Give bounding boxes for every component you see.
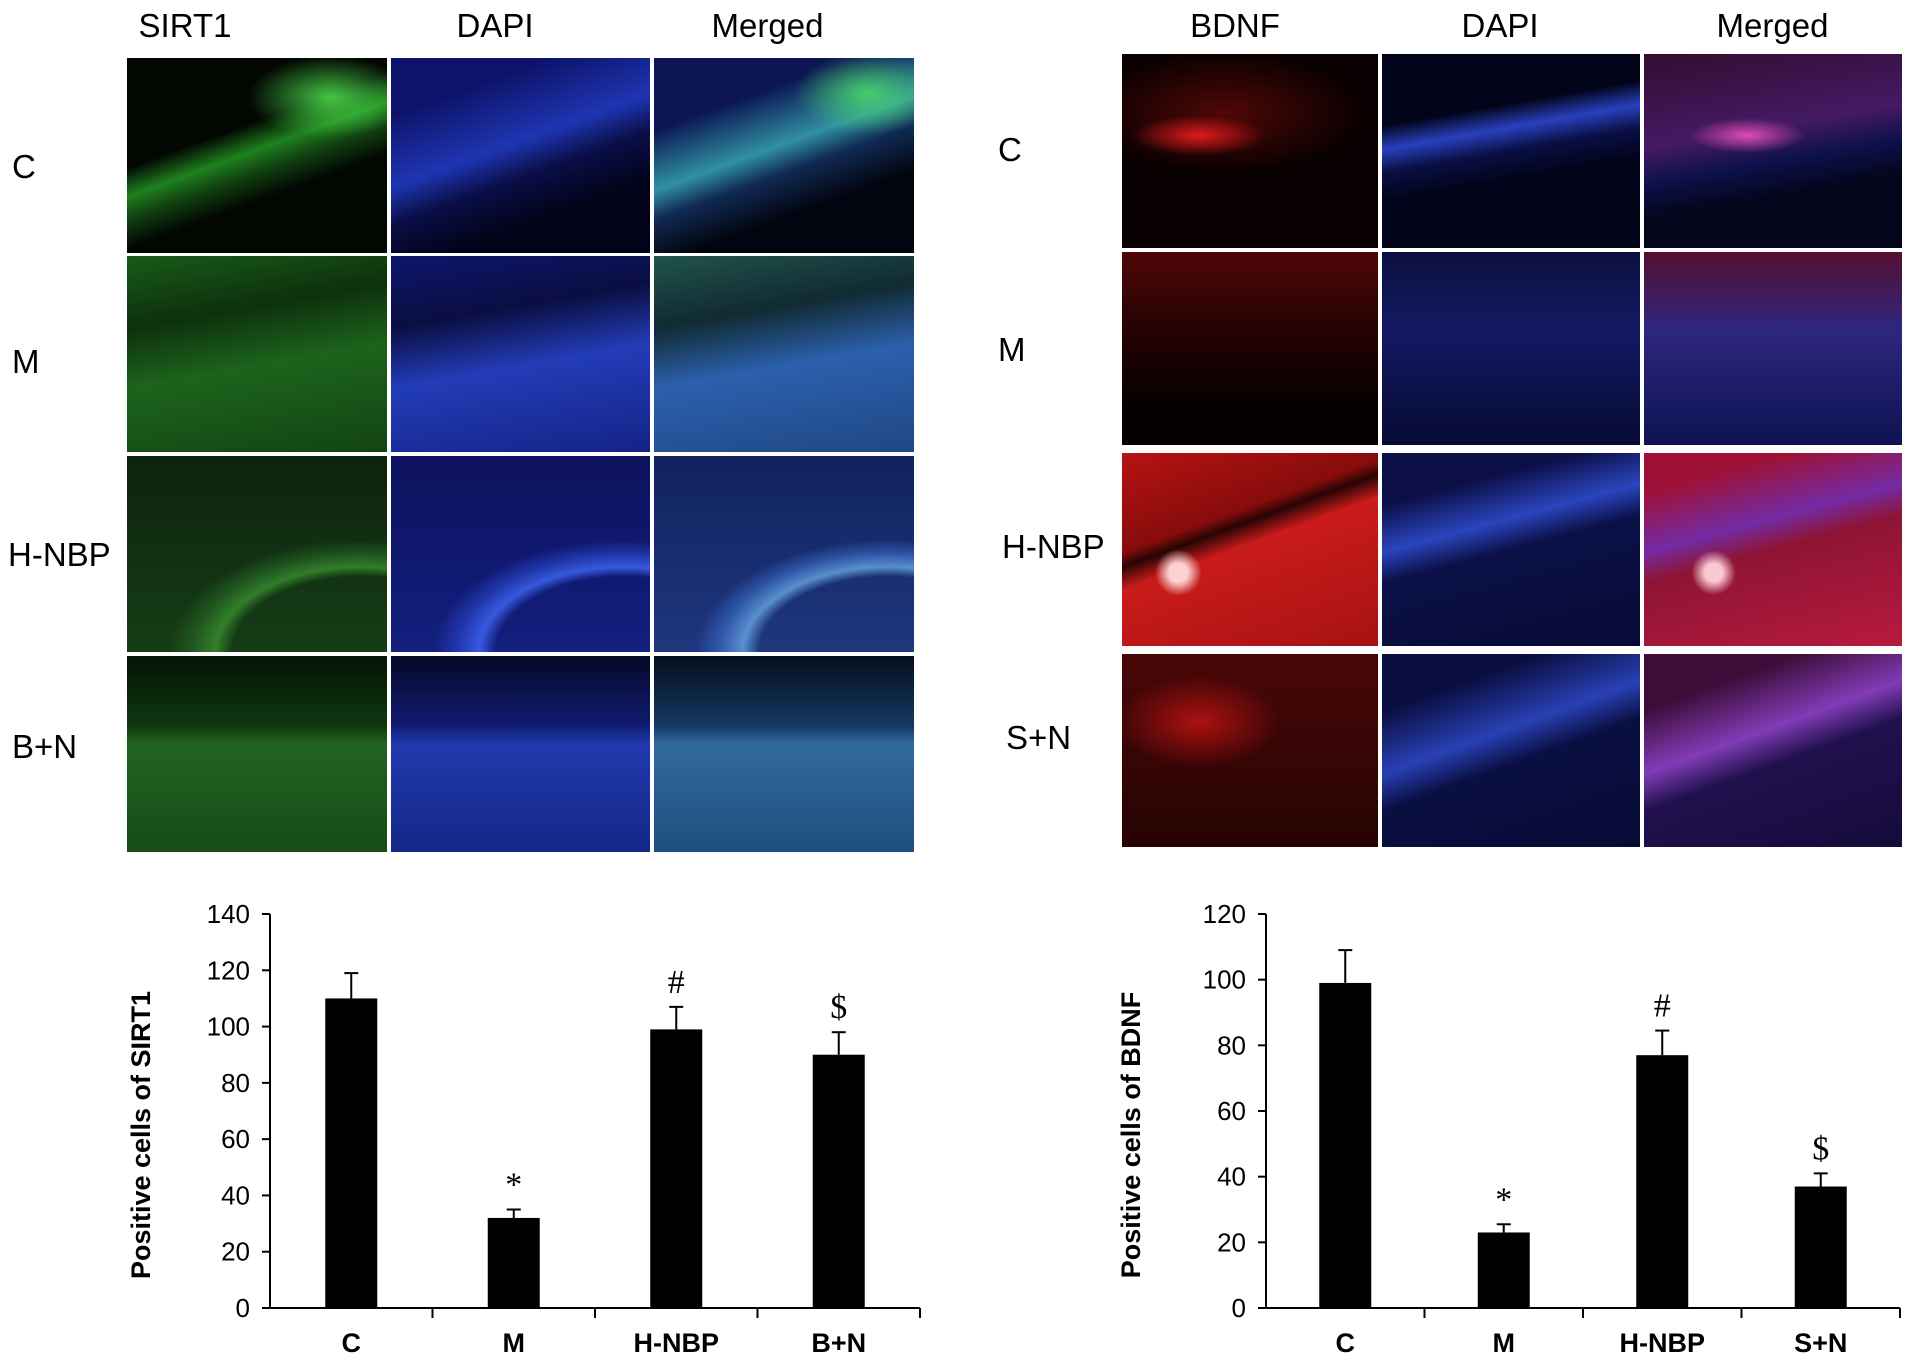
row-label-b-n: B+N [12,728,78,765]
bar [1794,1186,1847,1308]
category-label: C [1336,1328,1356,1358]
y-tick-label: 20 [1217,1227,1246,1257]
category-label: S+N [1794,1328,1847,1358]
row-label-c-right: C [998,131,1022,168]
category-label: M [1493,1328,1516,1358]
significance-marker: # [668,964,685,1001]
y-tick-label: 120 [207,955,250,985]
micrograph-dapi-s-n [1382,654,1640,847]
category-label: C [342,1328,362,1358]
significance-marker: # [1654,988,1671,1025]
bar [1319,982,1372,1308]
micrograph-merged-c [654,58,914,253]
row-label-h-nbp-right: H-NBP [1002,528,1105,565]
y-tick-label: 40 [221,1180,250,1210]
micrograph-dapi-c [391,58,650,253]
micrograph-dapi-m [391,256,650,452]
y-tick-label: 120 [1203,899,1246,929]
y-tick-label: 140 [207,899,250,929]
row-label-c: C [12,148,36,185]
micrograph-merged-h-nbp-right [1644,453,1902,646]
micrograph-merged-c-right [1644,54,1902,248]
micrograph-merged-m-right [1644,252,1902,445]
column-label-dapi-right: DAPI [1461,7,1539,44]
y-tick-label: 20 [221,1237,250,1267]
significance-marker: * [505,1167,522,1204]
micrograph-dapi-b-n [391,656,650,852]
micrograph-merged-s-n [1644,654,1902,847]
column-label-bdnf: BDNF [1190,7,1280,44]
sirt1-chart-svg: Positive cells of SIRT1 0 20 40 60 80 100 120 1… [126,899,921,1358]
significance-marker: $ [830,989,847,1026]
micrograph-sirt1-h-nbp [127,456,387,652]
bar [1477,1232,1530,1308]
y-axis-label: Positive cells of BDNF [1116,992,1146,1279]
y-tick-label: 0 [1232,1293,1246,1323]
sirt1-bar-chart: Positive cells of SIRT1 0 20 40 60 80 100 120 1… [0,880,950,1362]
y-axis-label: Positive cells of SIRT1 [126,991,156,1279]
column-label-sirt1: SIRT1 [138,7,232,44]
y-tick-label: 80 [1217,1030,1246,1060]
bar [1636,1055,1689,1308]
significance-marker: $ [1812,1130,1829,1167]
row-label-m: M [12,343,40,380]
y-tick-label: 80 [221,1068,250,1098]
micrograph-bdnf-c [1122,54,1378,248]
bdnf-bar-chart: Positive cells of BDNF 0 20 40 60 80 100 120 C *… [1000,880,1913,1362]
row-label-m-right: M [998,331,1026,368]
bar [487,1217,540,1308]
micrograph-bdnf-m [1122,252,1378,445]
micrograph-sirt1-c [127,58,387,253]
micrograph-sirt1-m [127,256,387,452]
significance-marker: * [1495,1181,1512,1218]
category-label: H-NBP [634,1328,720,1358]
micrograph-dapi-h-nbp [391,456,650,652]
micrograph-bdnf-s-n [1122,654,1378,847]
micrograph-bdnf-h-nbp [1122,453,1378,646]
bdnf-chart-svg: Positive cells of BDNF 0 20 40 60 80 100 120 C *… [1116,899,1901,1358]
y-tick-label: 60 [1217,1096,1246,1126]
category-label: H-NBP [1620,1328,1706,1358]
micrograph-merged-m [654,256,914,452]
category-label: B+N [811,1328,866,1358]
micrograph-merged-b-n [654,656,914,852]
micrograph-dapi-h-nbp-right [1382,453,1640,646]
column-label-merged: Merged [711,7,824,44]
y-tick-label: 60 [221,1124,250,1154]
y-tick-label: 0 [236,1293,250,1323]
micrograph-dapi-m-right [1382,252,1640,445]
column-label-merged-right: Merged [1716,7,1829,44]
y-tick-label: 40 [1217,1162,1246,1192]
bar [812,1054,865,1308]
row-label-s-n: S+N [1006,719,1072,756]
bar [325,998,378,1308]
micrograph-merged-h-nbp [654,456,914,652]
column-label-dapi: DAPI [456,7,534,44]
y-tick-label: 100 [207,1012,250,1042]
micrograph-dapi-c-right [1382,54,1640,248]
bar [650,1029,703,1308]
y-tick-label: 100 [1203,965,1246,995]
micrograph-sirt1-b-n [127,656,387,852]
row-label-h-nbp: H-NBP [8,536,111,573]
category-label: M [503,1328,526,1358]
